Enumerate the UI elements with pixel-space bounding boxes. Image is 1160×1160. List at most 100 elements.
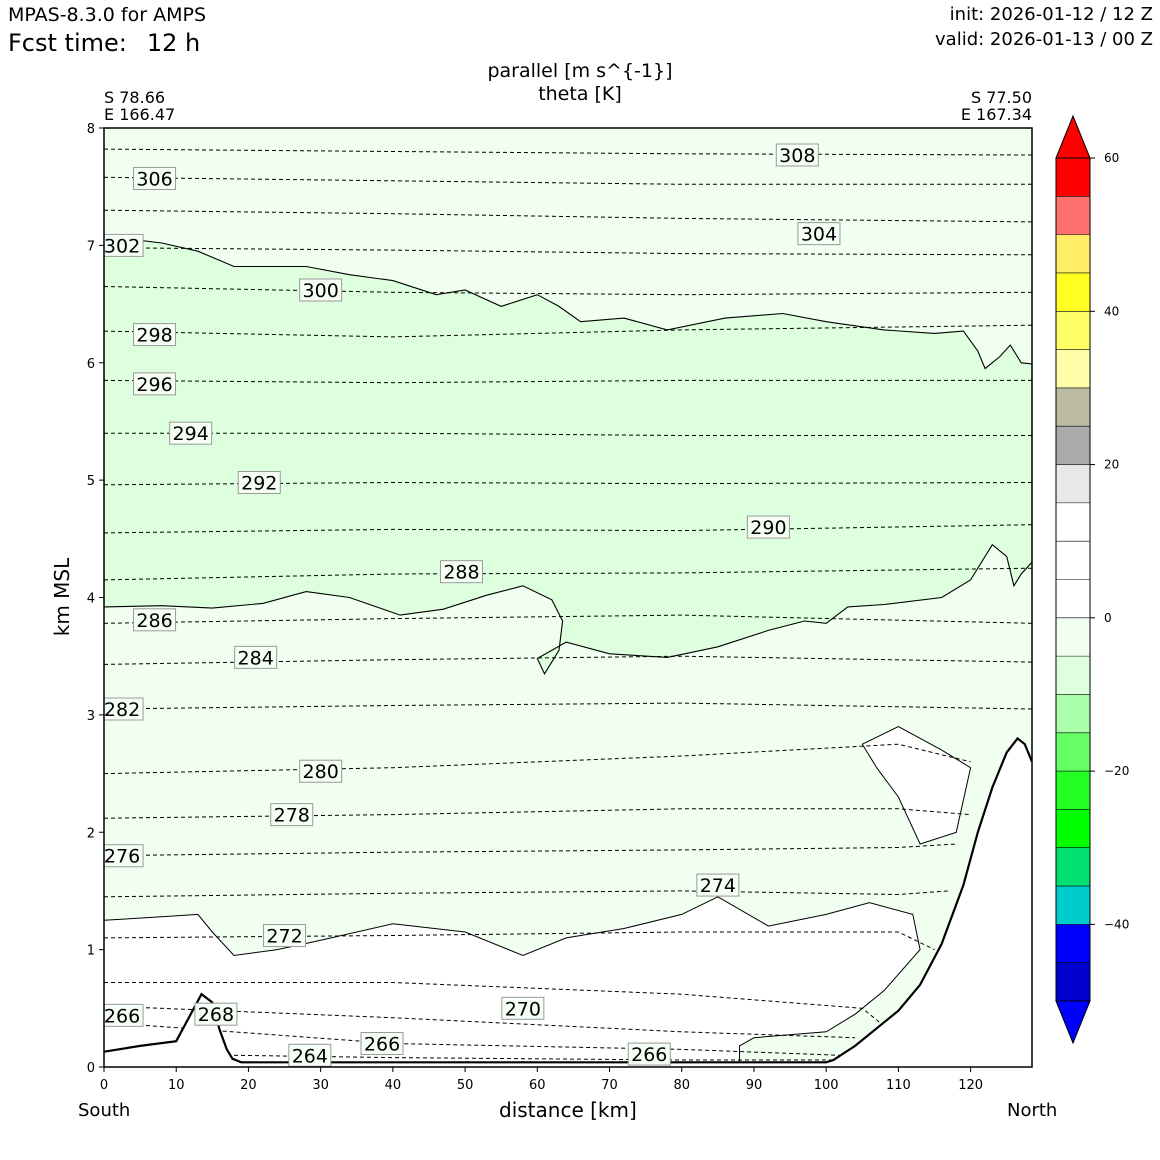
theta-label-292: 292 — [237, 470, 281, 494]
isentrope-294 — [104, 432, 1032, 436]
theta-label-282: 282 — [104, 697, 144, 721]
terrain-fill — [104, 738, 1032, 1067]
isentrope-296 — [104, 379, 1032, 384]
theta-label-294: 294 — [169, 421, 213, 445]
theta-label-text: 280 — [303, 761, 339, 783]
theta-label-text: 284 — [238, 647, 274, 669]
theta-label-text: 266 — [631, 1044, 667, 1066]
colorbar-swatch — [1056, 809, 1090, 848]
theta-label-308: 308 — [775, 143, 819, 167]
colorbar-tick-label: −20 — [1104, 764, 1129, 778]
theta-label-box — [104, 844, 144, 868]
theta-label-box — [360, 1032, 404, 1056]
chart-title-wind: parallel [m s^{-1}] — [487, 60, 673, 82]
theta-label-266: 266 — [360, 1032, 404, 1056]
isentrope-300 — [104, 286, 1032, 296]
x-tick-label: 40 — [385, 1078, 402, 1093]
init-time: init: 2026-01-12 / 12 Z — [949, 4, 1153, 25]
theta-label-text: 270 — [505, 998, 541, 1020]
theta-label-box — [696, 873, 740, 897]
theta-label-text: 264 — [292, 1045, 328, 1067]
theta-label-text: 308 — [779, 145, 815, 167]
theta-label-272: 272 — [263, 924, 307, 948]
theta-label-text: 278 — [274, 805, 310, 827]
theta-label-box — [133, 372, 177, 396]
theta-label-text: 266 — [104, 1005, 140, 1027]
isentrope-286 — [104, 614, 1032, 624]
north-label: North — [1007, 1100, 1058, 1121]
x-tick-label: 50 — [457, 1078, 474, 1093]
isentrope-282 — [104, 702, 1032, 710]
theta-label-302: 302 — [104, 233, 144, 257]
theta-label-text: 296 — [136, 374, 172, 396]
theta-label-text: 292 — [241, 472, 277, 494]
theta-label-box — [746, 515, 790, 539]
x-tick-label: 0 — [100, 1078, 108, 1093]
theta-label-text: 290 — [750, 517, 786, 539]
valid-time: valid: 2026-01-13 / 00 Z — [935, 29, 1153, 50]
theta-label-300: 300 — [299, 278, 343, 302]
theta-label-box — [104, 697, 144, 721]
colorbar: −40 −20 0 20 40 60 — [1055, 114, 1129, 1045]
colorbar-under-arrow — [1055, 1000, 1091, 1045]
theta-label-296: 296 — [133, 372, 177, 396]
x-tick-label: 120 — [958, 1078, 983, 1093]
theta-label-box — [299, 278, 343, 302]
theta-label-box — [237, 470, 281, 494]
theta-label-box — [439, 560, 483, 584]
theta-label-276: 276 — [104, 844, 144, 868]
theta-label-box — [133, 166, 177, 190]
x-tick-label: 60 — [529, 1078, 546, 1093]
y-tick-label: 6 — [87, 357, 95, 372]
theta-label-266: 266 — [104, 1003, 144, 1027]
colorbar-swatch — [1056, 272, 1090, 312]
theta-label-280: 280 — [299, 759, 343, 783]
colorbar-swatch — [1056, 196, 1090, 235]
theta-label-266: 266 — [627, 1042, 671, 1066]
colorbar-swatch — [1056, 694, 1090, 733]
isentrope-284 — [104, 655, 1032, 665]
theta-label-box — [501, 996, 545, 1020]
x-tick-label: 20 — [240, 1078, 257, 1093]
x-tick-label: 30 — [312, 1078, 329, 1093]
colorbar-swatch — [1056, 158, 1090, 197]
colorbar-swatch — [1056, 464, 1090, 503]
theta-label-text: 306 — [136, 168, 172, 190]
theta-label-text: 300 — [303, 280, 339, 302]
y-tick-label: 3 — [87, 709, 95, 724]
colorbar-tick-label: −40 — [1104, 917, 1129, 931]
left-lon: E 166.47 — [104, 105, 176, 124]
forecast-time: Fcst time: 12 h — [8, 29, 200, 57]
theta-label-box — [133, 323, 177, 347]
colorbar-swatch — [1056, 886, 1090, 925]
chart-title-theta: theta [K] — [538, 83, 622, 105]
theta-label-306: 306 — [133, 166, 177, 190]
x-tick-label: 110 — [886, 1078, 911, 1093]
y-tick-label: 1 — [87, 944, 95, 959]
y-tick-label: 4 — [87, 592, 95, 607]
colorbar-over-arrow — [1055, 114, 1091, 159]
left-lat: S 78.66 — [104, 88, 166, 107]
isentrope-306 — [104, 176, 1032, 185]
y-tick-label: 2 — [87, 826, 95, 841]
colorbar-tick-label: 20 — [1104, 458, 1119, 472]
model-name: MPAS-8.3.0 for AMPS — [8, 4, 207, 26]
theta-label-box — [270, 803, 314, 827]
theta-label-304: 304 — [797, 222, 841, 246]
isentrope-292 — [104, 481, 1032, 486]
theta-label-text: 302 — [104, 235, 140, 257]
colorbar-swatch — [1056, 387, 1090, 427]
y-tick-label: 7 — [87, 239, 95, 254]
forecast-time-value: 12 h — [146, 29, 201, 57]
y-tick-label: 8 — [87, 122, 95, 137]
theta-label-text: 288 — [443, 562, 479, 584]
isentrope-308 — [104, 148, 1032, 156]
axes: 0 10 20 30 40 50 60 70 80 90 100 110 120 0 1 2 3 4 5 6 7 8 — [87, 122, 1033, 1093]
theta-label-box — [797, 222, 841, 246]
theta-label-288: 288 — [439, 560, 483, 584]
theta-label-268: 268 — [194, 1002, 238, 1026]
colorbar-swatch — [1056, 541, 1090, 580]
theta-label-text: 272 — [266, 926, 302, 948]
colorbar-tick-label: 60 — [1104, 151, 1119, 165]
